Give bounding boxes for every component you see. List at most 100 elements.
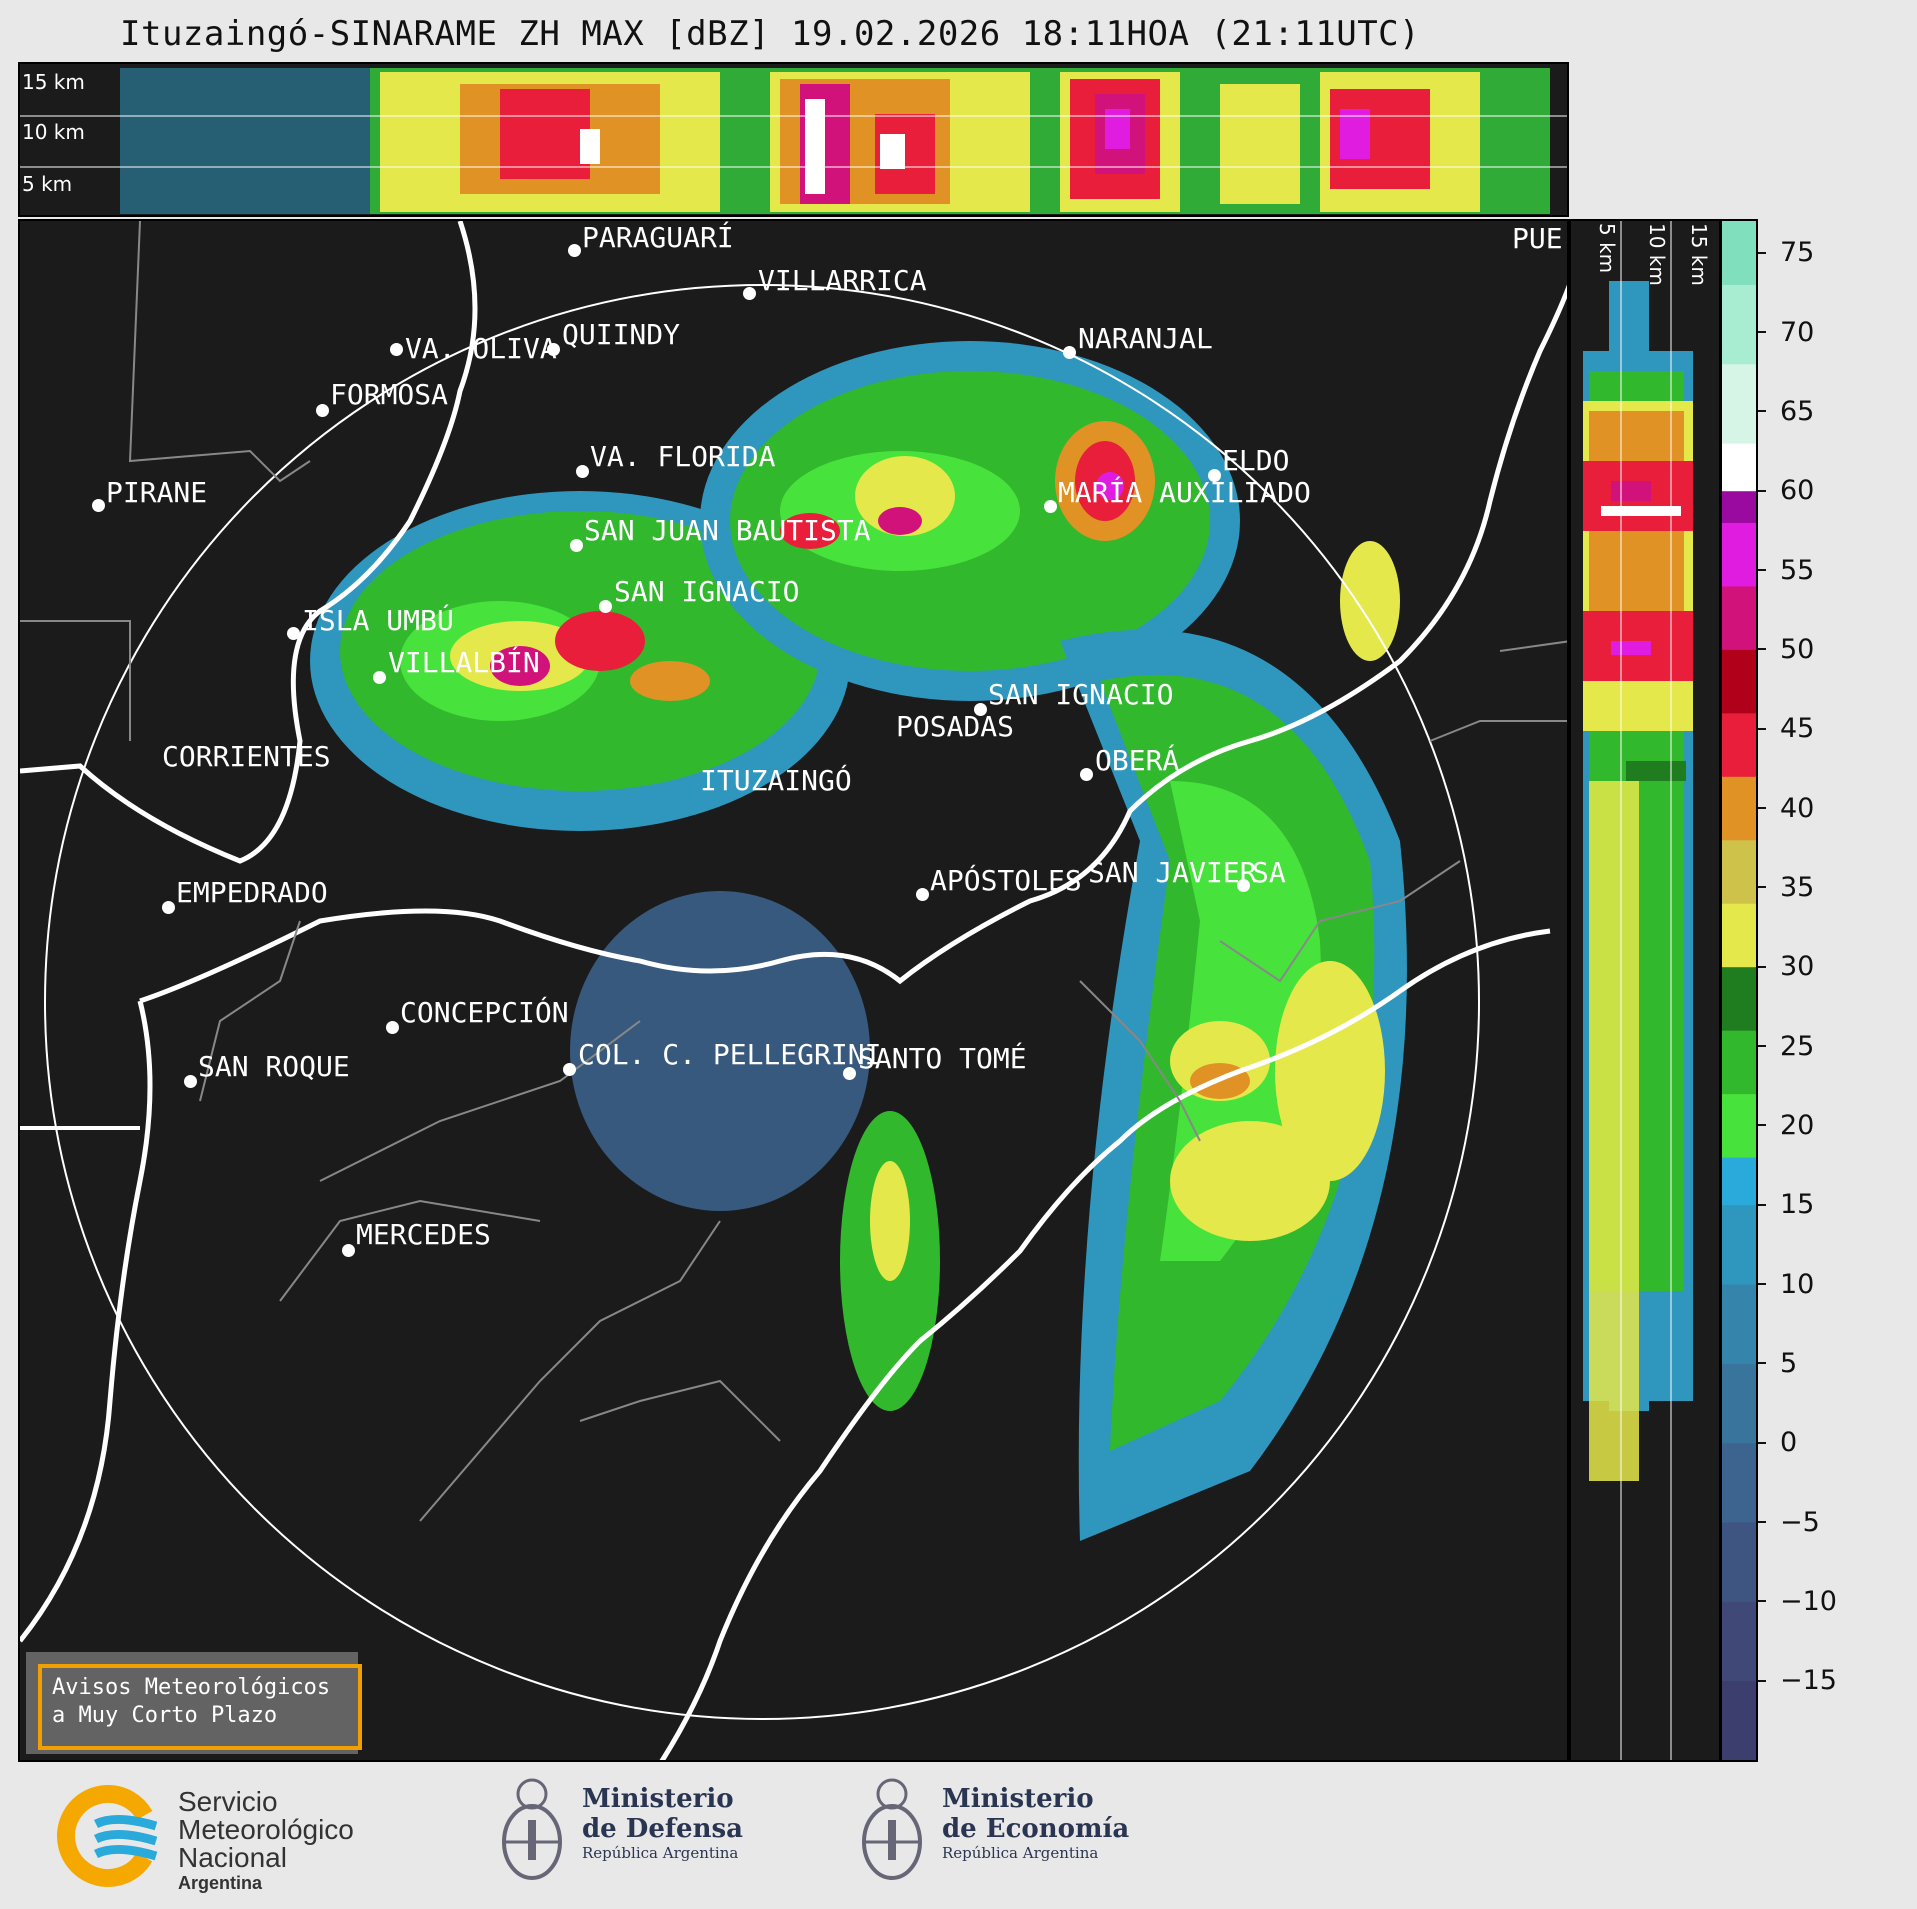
- city-label-obera: OBERÁ: [1095, 744, 1180, 777]
- city-label-san-ignacio-ar: SAN IGNACIO: [988, 678, 1174, 711]
- colorbar-swatch: [1722, 1157, 1756, 1206]
- colorbar-swatch: [1722, 1093, 1756, 1158]
- colorbar-tick-mark: [1758, 1600, 1766, 1603]
- city-marker: [563, 1063, 576, 1076]
- colorbar-tick-label: 60: [1780, 475, 1815, 507]
- defensa-logo-line1: Ministerio: [582, 1784, 734, 1814]
- colorbar-tick-label: 25: [1780, 1030, 1815, 1062]
- economia-logo-line2: de Economía: [942, 1814, 1130, 1844]
- city-marker: [1063, 346, 1076, 359]
- city-marker: [373, 671, 386, 684]
- river-paraguay: [20, 221, 478, 864]
- city-label-pirane: PIRANE: [106, 476, 208, 509]
- colorbar-tick-mark: [1758, 331, 1766, 334]
- top-cross-section-panel: 15 km 10 km 5 km: [18, 62, 1569, 217]
- colorbar-tick-label: 55: [1780, 554, 1815, 586]
- colorbar-tick: 10: [1758, 1269, 1858, 1300]
- colorbar-tick-label: −15: [1780, 1665, 1837, 1697]
- city-marker: [1080, 768, 1093, 781]
- colorbar-tick-mark: [1758, 569, 1766, 572]
- colorbar-tick-label: 45: [1780, 713, 1815, 745]
- echo-north: [700, 341, 1240, 701]
- city-label-maria-auxiliado: MARÍA AUXILIADO: [1058, 476, 1311, 509]
- city-label-naranjal: NARANJAL: [1078, 322, 1213, 355]
- colorbar-tick-mark: [1758, 886, 1766, 889]
- city-marker: [386, 1021, 399, 1034]
- warnings-badge[interactable]: Avisos Meteorológicos a Muy Corto Plazo: [26, 1652, 362, 1754]
- colorbar-tick-mark: [1758, 1203, 1766, 1206]
- colorbar-tick-label: 20: [1780, 1109, 1815, 1141]
- city-label-va-oliva: VA. OLIVA: [405, 332, 557, 365]
- city-label-villarrica: VILLARRICA: [758, 264, 927, 297]
- colorbar-swatch: [1722, 1030, 1756, 1095]
- economia-logo: Ministerio de Economía República Argenti…: [854, 1772, 1174, 1898]
- footer-logos: Servicio Meteorológico Nacional Argentin…: [0, 1762, 1917, 1909]
- city-marker: [843, 1067, 856, 1080]
- radar-map-panel: PIRANE PARAGUARÍ VILLARRICA PUE VA. OLIV…: [18, 219, 1569, 1762]
- radar-map-image: [20, 221, 1567, 1760]
- colorbar-swatch: [1722, 712, 1756, 777]
- colorbar-tick-label: 65: [1780, 395, 1815, 427]
- colorbar-tick: 30: [1758, 951, 1858, 983]
- city-label-va-florida: VA. FLORIDA: [590, 440, 776, 473]
- defensa-logo-line2: de Defensa: [582, 1814, 743, 1844]
- city-label-eldo: ELDO: [1222, 444, 1290, 477]
- city-label-ituzaingo: ITUZAINGÓ: [700, 764, 852, 797]
- defensa-logo: Ministerio de Defensa República Argentin…: [494, 1772, 794, 1898]
- city-label-pue: PUE: [1512, 222, 1563, 255]
- colorbar-tick: 70: [1758, 317, 1858, 348]
- colorbar-swatch: [1722, 839, 1756, 904]
- colorbar-tick-label: 5: [1780, 1347, 1798, 1379]
- colorbar-swatch: [1722, 585, 1756, 650]
- city-label-quiindy: QUIINDY: [562, 318, 681, 351]
- smn-logo-line3: Nacional: [178, 1842, 287, 1873]
- smn-logo-line1: Servicio: [178, 1786, 278, 1817]
- colorbar-tick: 45: [1758, 713, 1858, 745]
- city-marker: [1044, 500, 1057, 513]
- city-label-sa: SA: [1252, 856, 1286, 889]
- colorbar-swatch: [1722, 1522, 1756, 1602]
- admin-borders: [20, 221, 1567, 1522]
- city-marker: [342, 1244, 355, 1257]
- river-parana: [139, 284, 1567, 1004]
- colorbar-tick: 60: [1758, 475, 1858, 507]
- colorbar-tick: 25: [1758, 1030, 1858, 1062]
- colorbar-tick-mark: [1758, 1124, 1766, 1127]
- colorbar-swatch: [1722, 903, 1756, 968]
- colorbar-tick-mark: [1758, 410, 1766, 413]
- height-label-10km: 10 km: [22, 120, 85, 144]
- height-label-15km: 15 km: [22, 70, 85, 94]
- colorbar-tick-mark: [1758, 727, 1766, 730]
- colorbar-swatches: [1722, 221, 1756, 1760]
- city-marker: [743, 287, 756, 300]
- city-label-paraguari: PARAGUARÍ: [582, 221, 734, 254]
- colorbar-swatch: [1722, 649, 1756, 714]
- colorbar-tick: 55: [1758, 554, 1858, 586]
- echo-east-arc: [1060, 541, 1407, 1541]
- colorbar-tick-mark: [1758, 648, 1766, 651]
- map-title: Ituzaingó-SINARAME ZH MAX [dBZ] 19.02.20…: [120, 14, 1421, 54]
- city-label-mercedes: MERCEDES: [356, 1218, 491, 1251]
- defensa-logo-line3: República Argentina: [582, 1844, 739, 1862]
- colorbar-tick-label: 30: [1780, 951, 1815, 983]
- height-label-5km: 5 km: [22, 172, 73, 196]
- city-marker: [547, 343, 560, 356]
- side-height-label-10km: 10 km: [1645, 223, 1669, 286]
- smn-logo-line2: Meteorológico: [178, 1814, 354, 1845]
- city-label-apostoles: APÓSTOLES: [930, 864, 1082, 897]
- colorbar-tick-mark: [1758, 1045, 1766, 1048]
- argentina-coat-of-arms-icon: [502, 1778, 562, 1880]
- city-marker: [568, 244, 581, 257]
- river-uruguay: [659, 928, 1551, 1760]
- colorbar-swatch: [1722, 776, 1756, 841]
- colorbar-swatch: [1722, 443, 1756, 492]
- colorbar-tick: 5: [1758, 1347, 1858, 1379]
- city-marker: [974, 703, 987, 716]
- colorbar-tick-labels: 75 70 65 60 55 50 45 40 35 30 25 20 15 10 5 0 −5 −10 −15: [1758, 219, 1858, 1762]
- colorbar-tick-mark: [1758, 1283, 1766, 1286]
- colorbar-swatch: [1722, 522, 1756, 587]
- city-label-santo-tome: SANTO TOMÉ: [858, 1042, 1027, 1075]
- colorbar-swatch: [1722, 490, 1756, 523]
- colorbar-tick: 0: [1758, 1427, 1858, 1458]
- warnings-badge-frame[interactable]: Avisos Meteorológicos a Muy Corto Plazo: [38, 1664, 362, 1750]
